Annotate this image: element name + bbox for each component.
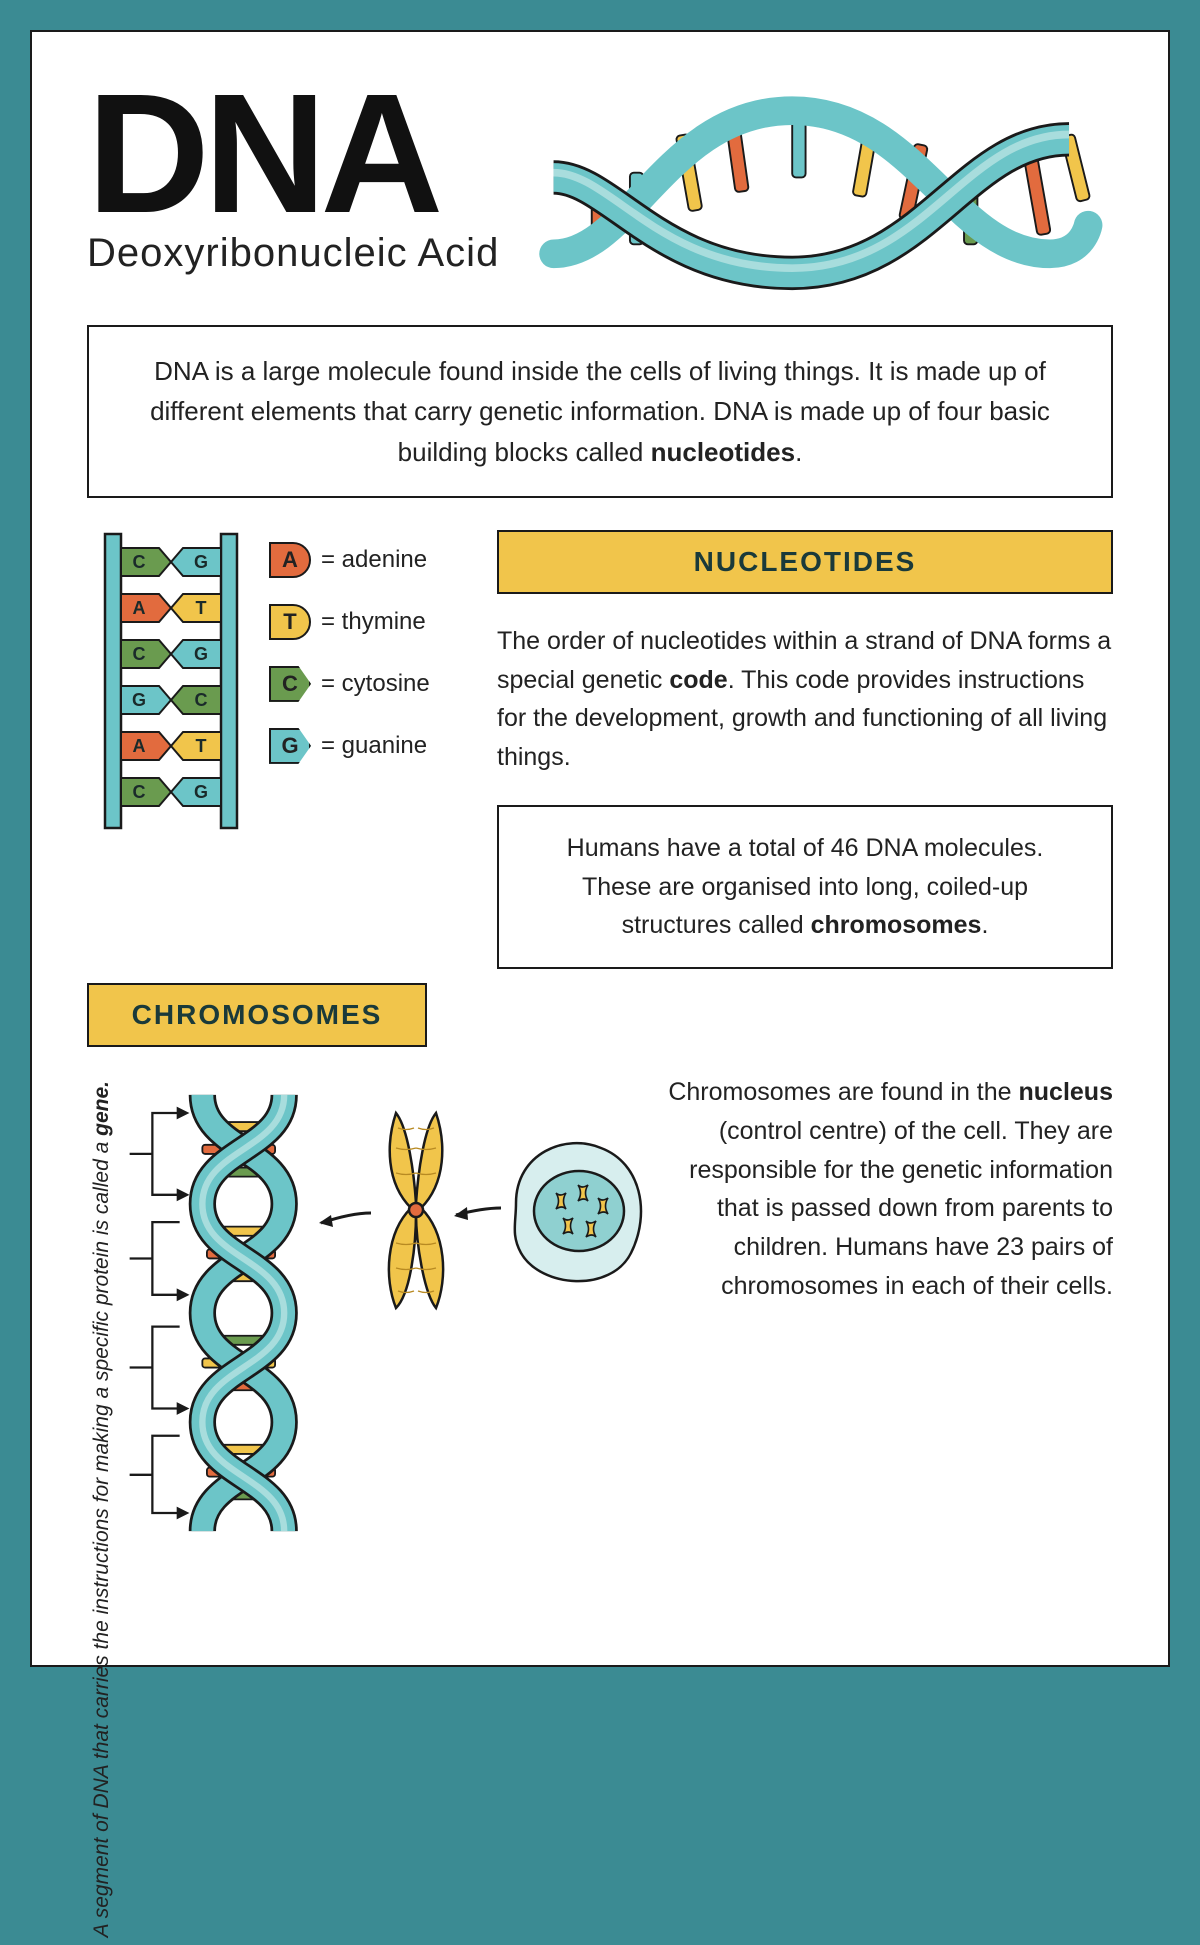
page: DNA Deoxyribonucleic Acid <box>30 30 1170 1667</box>
legend-label: = thymine <box>321 608 426 636</box>
intro-box: DNA is a large molecule found inside the… <box>87 325 1113 498</box>
dna-helix-vertical-illustration <box>116 1073 316 1553</box>
ladder-legend-block: CGATCGGCATCG A= adenineT= thymineC= cyto… <box>87 530 457 969</box>
svg-text:C: C <box>195 690 208 710</box>
svg-text:G: G <box>194 782 208 802</box>
nucleotides-column: NUCLEOTIDES The order of nucleotides wit… <box>497 530 1113 969</box>
chromosome-fact-box: Humans have a total of 46 DNA molecules.… <box>497 805 1113 969</box>
legend-chip: A <box>269 542 311 578</box>
chromosomes-heading: CHROMOSOMES <box>87 983 427 1047</box>
svg-text:G: G <box>194 552 208 572</box>
svg-text:A: A <box>133 598 146 618</box>
dna-helix-top-illustration <box>529 82 1113 297</box>
svg-text:T: T <box>196 598 207 618</box>
legend-chip: C <box>269 666 311 702</box>
gene-caption: A segment of DNA that carries the instru… <box>87 1073 116 1945</box>
legend-item-thymine: T = thymine <box>269 604 430 640</box>
svg-text:C: C <box>133 782 146 802</box>
main-title: DNA <box>87 82 499 227</box>
svg-text:A: A <box>133 736 146 756</box>
title-block: DNA Deoxyribonucleic Acid <box>87 82 499 276</box>
legend-chip: T <box>269 604 311 640</box>
dna-ladder-icon: C G A T C G G C A T C G <box>87 530 257 850</box>
legend-item-guanine: G = guanine <box>269 728 430 764</box>
svg-text:C: C <box>133 644 146 664</box>
nucleotides-heading: NUCLEOTIDES <box>497 530 1113 594</box>
legend-label: = guanine <box>321 732 427 760</box>
svg-text:T: T <box>196 736 207 756</box>
legend-label: = cytosine <box>321 670 430 698</box>
nucleotide-legend: A = adenine T = thymine C = cytosine G = guanin… <box>269 540 430 969</box>
svg-text:C: C <box>133 552 146 572</box>
mid-row: CGATCGGCATCG A= adenineT= thymineC= cyto… <box>87 530 1113 969</box>
nucleotides-text: The order of nucleotides within a strand… <box>497 622 1113 777</box>
legend-item-cytosine: C = cytosine <box>269 666 430 702</box>
chromosome-cell-illustration <box>316 1073 656 1945</box>
legend-chip: G <box>269 728 311 764</box>
svg-text:G: G <box>132 690 146 710</box>
header-row: DNA Deoxyribonucleic Acid <box>87 82 1113 297</box>
legend-item-adenine: A = adenine <box>269 542 430 578</box>
subtitle: Deoxyribonucleic Acid <box>87 231 499 276</box>
svg-text:G: G <box>194 644 208 664</box>
legend-label: = adenine <box>321 546 427 574</box>
chromosome-text: Chromosomes are found in the nucleus (co… <box>656 1073 1113 1945</box>
bottom-row: A segment of DNA that carries the instru… <box>87 1073 1113 1945</box>
